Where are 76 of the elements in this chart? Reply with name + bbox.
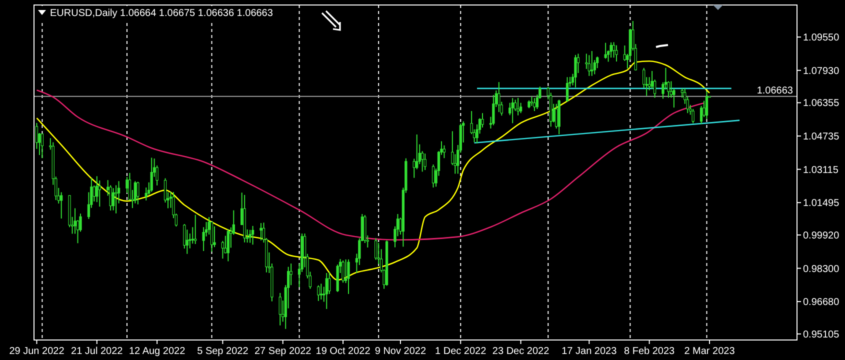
- candlestick: [347, 258, 350, 294]
- candlestick: [248, 229, 252, 244]
- candlestick: [492, 94, 495, 126]
- candlestick: [412, 158, 416, 178]
- candlestick: [317, 284, 320, 302]
- candlestick: [342, 260, 344, 284]
- candlestick: [364, 214, 366, 244]
- x-tick-label: 12 Aug 2022: [128, 346, 186, 357]
- candlestick: [260, 222, 262, 241]
- y-tick-label: 0.99920: [803, 230, 840, 242]
- candlestick: [320, 283, 322, 300]
- candlestick: [98, 180, 101, 208]
- candlestick: [590, 50, 594, 76]
- candlestick: [221, 240, 224, 260]
- candlestick: [210, 221, 214, 252]
- candlestick: [424, 153, 426, 171]
- x-tick-label: 2 Mar 2023: [684, 346, 736, 357]
- y-tick-label: 0.95105: [803, 329, 840, 340]
- y-tick-label: 1.03115: [803, 164, 839, 176]
- y-tick-label: 1.01495: [803, 198, 840, 210]
- x-tick-label: 5 Sep 2022: [197, 346, 249, 357]
- candlestick: [442, 144, 446, 159]
- x-tick-label: 23 Dec 2022: [492, 346, 550, 357]
- candlestick: [416, 134, 418, 170]
- ref-line-label: 1.06663: [756, 85, 794, 96]
- candlestick: [421, 150, 424, 172]
- candlestick: [325, 272, 328, 310]
- candlestick: [612, 42, 616, 58]
- candlestick: [700, 105, 703, 124]
- candlestick: [60, 192, 63, 220]
- candlestick: [213, 226, 216, 248]
- x-tick-label: 9 Nov 2022: [374, 346, 426, 357]
- candlestick: [278, 292, 282, 326]
- candlestick: [40, 132, 44, 159]
- chart-title: EURUSD,Daily 1.06664 1.06675 1.06636 1.06663: [50, 8, 274, 19]
- candlestick: [574, 54, 577, 88]
- candlestick: [251, 225, 254, 246]
- candlestick: [112, 188, 115, 211]
- candlestick: [134, 180, 137, 204]
- candlestick: [610, 42, 612, 58]
- y-tick-label: 0.96680: [803, 297, 840, 308]
- candlestick: [705, 90, 708, 120]
- candlestick: [533, 98, 536, 112]
- candlestick: [74, 208, 76, 234]
- y-tick-label: 1.06355: [803, 98, 840, 110]
- candlestick: [194, 214, 197, 245]
- candlestick: [692, 108, 694, 124]
- x-tick-label: 29 Jun 2022: [9, 346, 65, 357]
- candlestick: [604, 42, 607, 60]
- candlestick: [328, 272, 331, 294]
- candlestick: [432, 164, 435, 188]
- y-tick-label: 1.09550: [803, 32, 840, 44]
- candlestick: [498, 82, 500, 113]
- candlestick: [374, 238, 378, 260]
- y-tick-label: 0.98300: [803, 264, 840, 275]
- x-tick-label: 19 Oct 2022: [316, 346, 371, 357]
- candlestick: [114, 184, 118, 214]
- x-tick-label: 17 Jan 2023: [562, 346, 618, 357]
- x-tick-label: 27 Sep 2022: [254, 346, 312, 357]
- candlestick: [588, 54, 590, 76]
- candlestick: [670, 80, 673, 98]
- candlestick: [516, 97, 520, 116]
- candlestick: [150, 157, 153, 192]
- y-tick-label: 1.04735: [803, 132, 840, 143]
- candlestick: [511, 98, 514, 124]
- candlestick: [191, 226, 194, 244]
- x-tick-label: 8 Feb 2023: [624, 346, 676, 357]
- x-tick-label: 1 Dec 2022: [435, 346, 487, 357]
- candlestick: [519, 102, 522, 114]
- candlestick: [615, 44, 618, 62]
- candlestick: [136, 181, 140, 205]
- x-tick-label: 21 Jul 2022: [71, 346, 124, 357]
- candlestick: [226, 228, 230, 262]
- candlestick: [566, 76, 569, 102]
- candlestick: [96, 176, 98, 203]
- y-tick-label: 1.07930: [803, 66, 840, 77]
